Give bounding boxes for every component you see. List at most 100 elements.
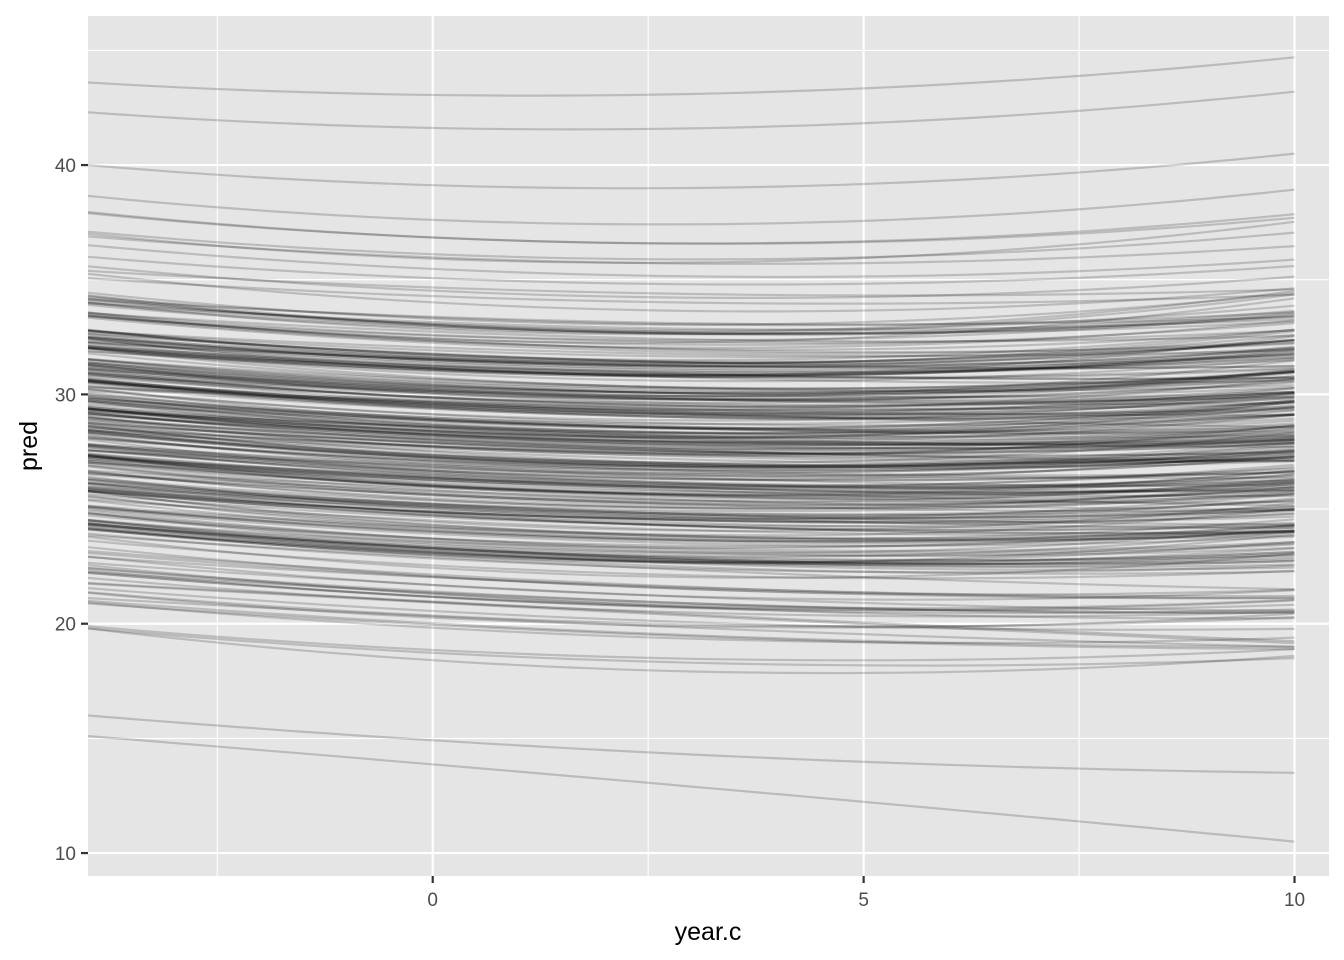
series-line [87, 397, 1295, 435]
series-line [87, 385, 1295, 417]
series-line [87, 358, 1295, 393]
series-line [87, 269, 1295, 297]
series-line [87, 527, 1295, 568]
series-line [87, 469, 1295, 504]
series-line [87, 519, 1295, 557]
series-line [87, 494, 1295, 541]
series-line [87, 485, 1295, 526]
series-line [87, 434, 1295, 477]
series-line [87, 482, 1295, 524]
series-line [87, 378, 1295, 421]
series-line [87, 312, 1295, 351]
series-line [87, 379, 1295, 415]
series-line [87, 341, 1295, 377]
series-line [87, 421, 1295, 455]
series-line [87, 415, 1295, 457]
series-line [87, 435, 1295, 473]
series-line [87, 523, 1295, 562]
series-line [87, 344, 1295, 376]
series-line [87, 380, 1295, 419]
series-line [87, 591, 1295, 629]
series-line [87, 347, 1295, 383]
series-line [87, 735, 1295, 843]
series-line [87, 336, 1295, 369]
series-line [87, 312, 1295, 343]
series-line [87, 394, 1295, 439]
series-line [87, 298, 1295, 332]
series-line [87, 389, 1295, 427]
series-line [87, 386, 1295, 429]
series-line [87, 431, 1295, 468]
y-axis: 10 20 30 40 [55, 156, 88, 865]
series-line [87, 461, 1295, 497]
series-line [87, 289, 1295, 334]
series-line [87, 340, 1295, 372]
series-line [87, 429, 1295, 465]
series-line [87, 311, 1295, 342]
series-line [87, 456, 1295, 495]
series-line [87, 366, 1295, 407]
series-line [87, 316, 1295, 355]
series-line [87, 488, 1295, 529]
series-line [87, 373, 1295, 417]
series-line [87, 393, 1295, 431]
series-line [87, 509, 1295, 555]
series-line [87, 400, 1295, 444]
series-line [87, 498, 1295, 536]
series-line [87, 421, 1295, 457]
series-line [87, 407, 1295, 444]
series-line [87, 417, 1295, 450]
series-line [87, 481, 1295, 516]
series-line [87, 297, 1295, 336]
series-line [87, 397, 1295, 434]
series-line [87, 591, 1295, 628]
series-line [87, 358, 1295, 393]
series-line [87, 411, 1295, 451]
series-line [87, 437, 1295, 472]
series-line [87, 346, 1295, 380]
series-line [87, 421, 1295, 468]
series-line [87, 369, 1295, 412]
series-line [87, 477, 1295, 519]
series-line [87, 210, 1295, 245]
series-line [87, 410, 1295, 451]
series-line [87, 602, 1295, 650]
series-line [87, 296, 1295, 327]
series-line [87, 379, 1295, 418]
series-line [87, 495, 1295, 541]
series-line [87, 359, 1295, 398]
series-line [87, 314, 1295, 349]
series-line [87, 428, 1295, 470]
y-tick-label: 10 [55, 844, 76, 865]
series-line [87, 407, 1295, 440]
series-line [87, 336, 1295, 365]
series-line [87, 582, 1295, 645]
series-line [87, 625, 1295, 662]
grid-minor [88, 16, 1329, 876]
series-line [87, 569, 1295, 612]
series-line [87, 430, 1295, 466]
series-line [87, 499, 1295, 543]
series-line [87, 504, 1295, 541]
series-line [87, 571, 1295, 615]
series-line [87, 410, 1295, 450]
series-line [87, 244, 1295, 279]
series-line [87, 362, 1295, 397]
series-line [87, 475, 1295, 521]
series-line [87, 490, 1295, 532]
series-line [87, 336, 1295, 369]
series-line [87, 473, 1295, 512]
series-line [87, 453, 1295, 491]
series-line [87, 407, 1295, 438]
series-line [87, 437, 1295, 477]
y-axis-title: pred [15, 421, 43, 471]
series-line [87, 431, 1295, 469]
series-line [87, 416, 1295, 455]
series-line [87, 300, 1295, 335]
series-line [87, 528, 1295, 564]
series-line [87, 293, 1295, 336]
series-line [87, 397, 1295, 434]
series-line [87, 377, 1295, 411]
series-line [87, 446, 1295, 487]
series-line [87, 350, 1295, 379]
